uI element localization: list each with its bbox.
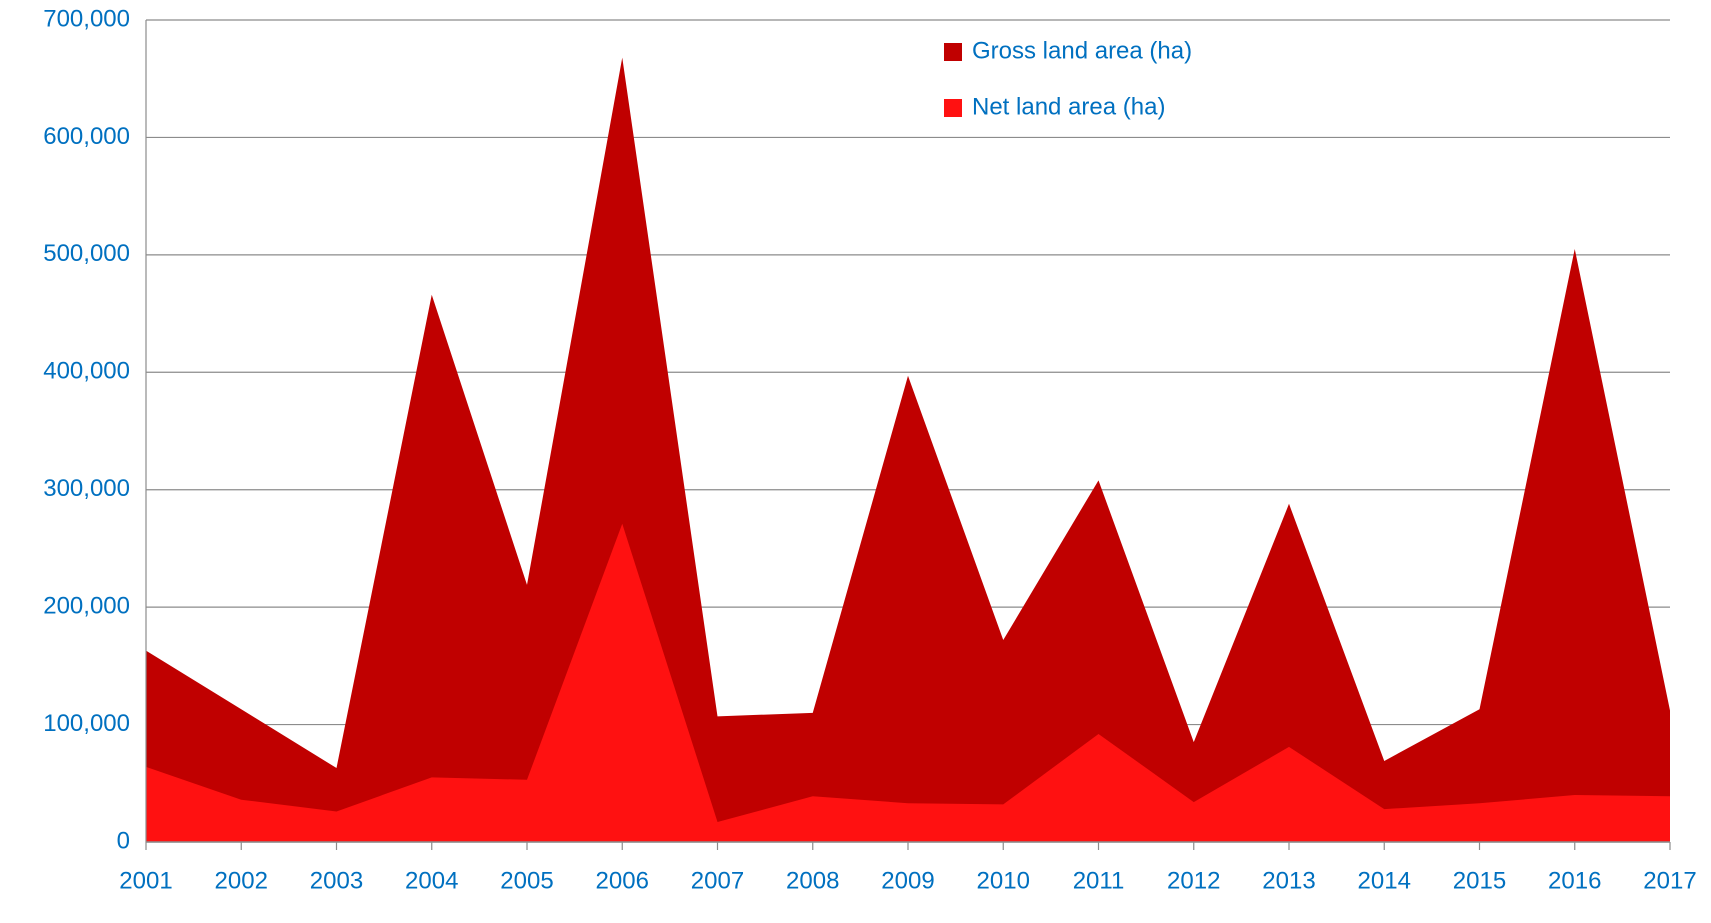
- x-tick-label: 2006: [596, 867, 649, 894]
- x-tick-label: 2002: [215, 867, 268, 894]
- y-tick-label: 0: [117, 827, 130, 854]
- y-tick-label: 500,000: [43, 240, 130, 267]
- x-tick-label: 2013: [1262, 867, 1315, 894]
- x-tick-label: 2001: [119, 867, 172, 894]
- x-tick-label: 2009: [881, 867, 934, 894]
- x-tick-label: 2005: [500, 867, 553, 894]
- x-tick-label: 2012: [1167, 867, 1220, 894]
- y-tick-label: 100,000: [43, 710, 130, 737]
- y-tick-label: 400,000: [43, 358, 130, 385]
- x-tick-label: 2014: [1358, 867, 1411, 894]
- x-tick-label: 2008: [786, 867, 839, 894]
- legend-swatch: [944, 99, 962, 117]
- legend-label: Gross land area (ha): [972, 37, 1192, 64]
- x-tick-label: 2015: [1453, 867, 1506, 894]
- area: [146, 523, 1670, 842]
- x-tick-label: 2017: [1643, 867, 1696, 894]
- y-tick-label: 200,000: [43, 592, 130, 619]
- x-tick-label: 2003: [310, 867, 363, 894]
- y-tick-label: 300,000: [43, 475, 130, 502]
- x-tick-label: 2010: [977, 867, 1030, 894]
- x-tick-label: 2016: [1548, 867, 1601, 894]
- x-tick-label: 2011: [1073, 867, 1125, 894]
- area: [146, 57, 1670, 842]
- legend-swatch: [944, 43, 962, 61]
- x-tick-label: 2004: [405, 867, 458, 894]
- y-tick-label: 600,000: [43, 123, 130, 150]
- legend-label: Net land area (ha): [972, 93, 1165, 120]
- x-tick-label: 2007: [691, 867, 744, 894]
- y-tick-label: 700,000: [43, 5, 130, 32]
